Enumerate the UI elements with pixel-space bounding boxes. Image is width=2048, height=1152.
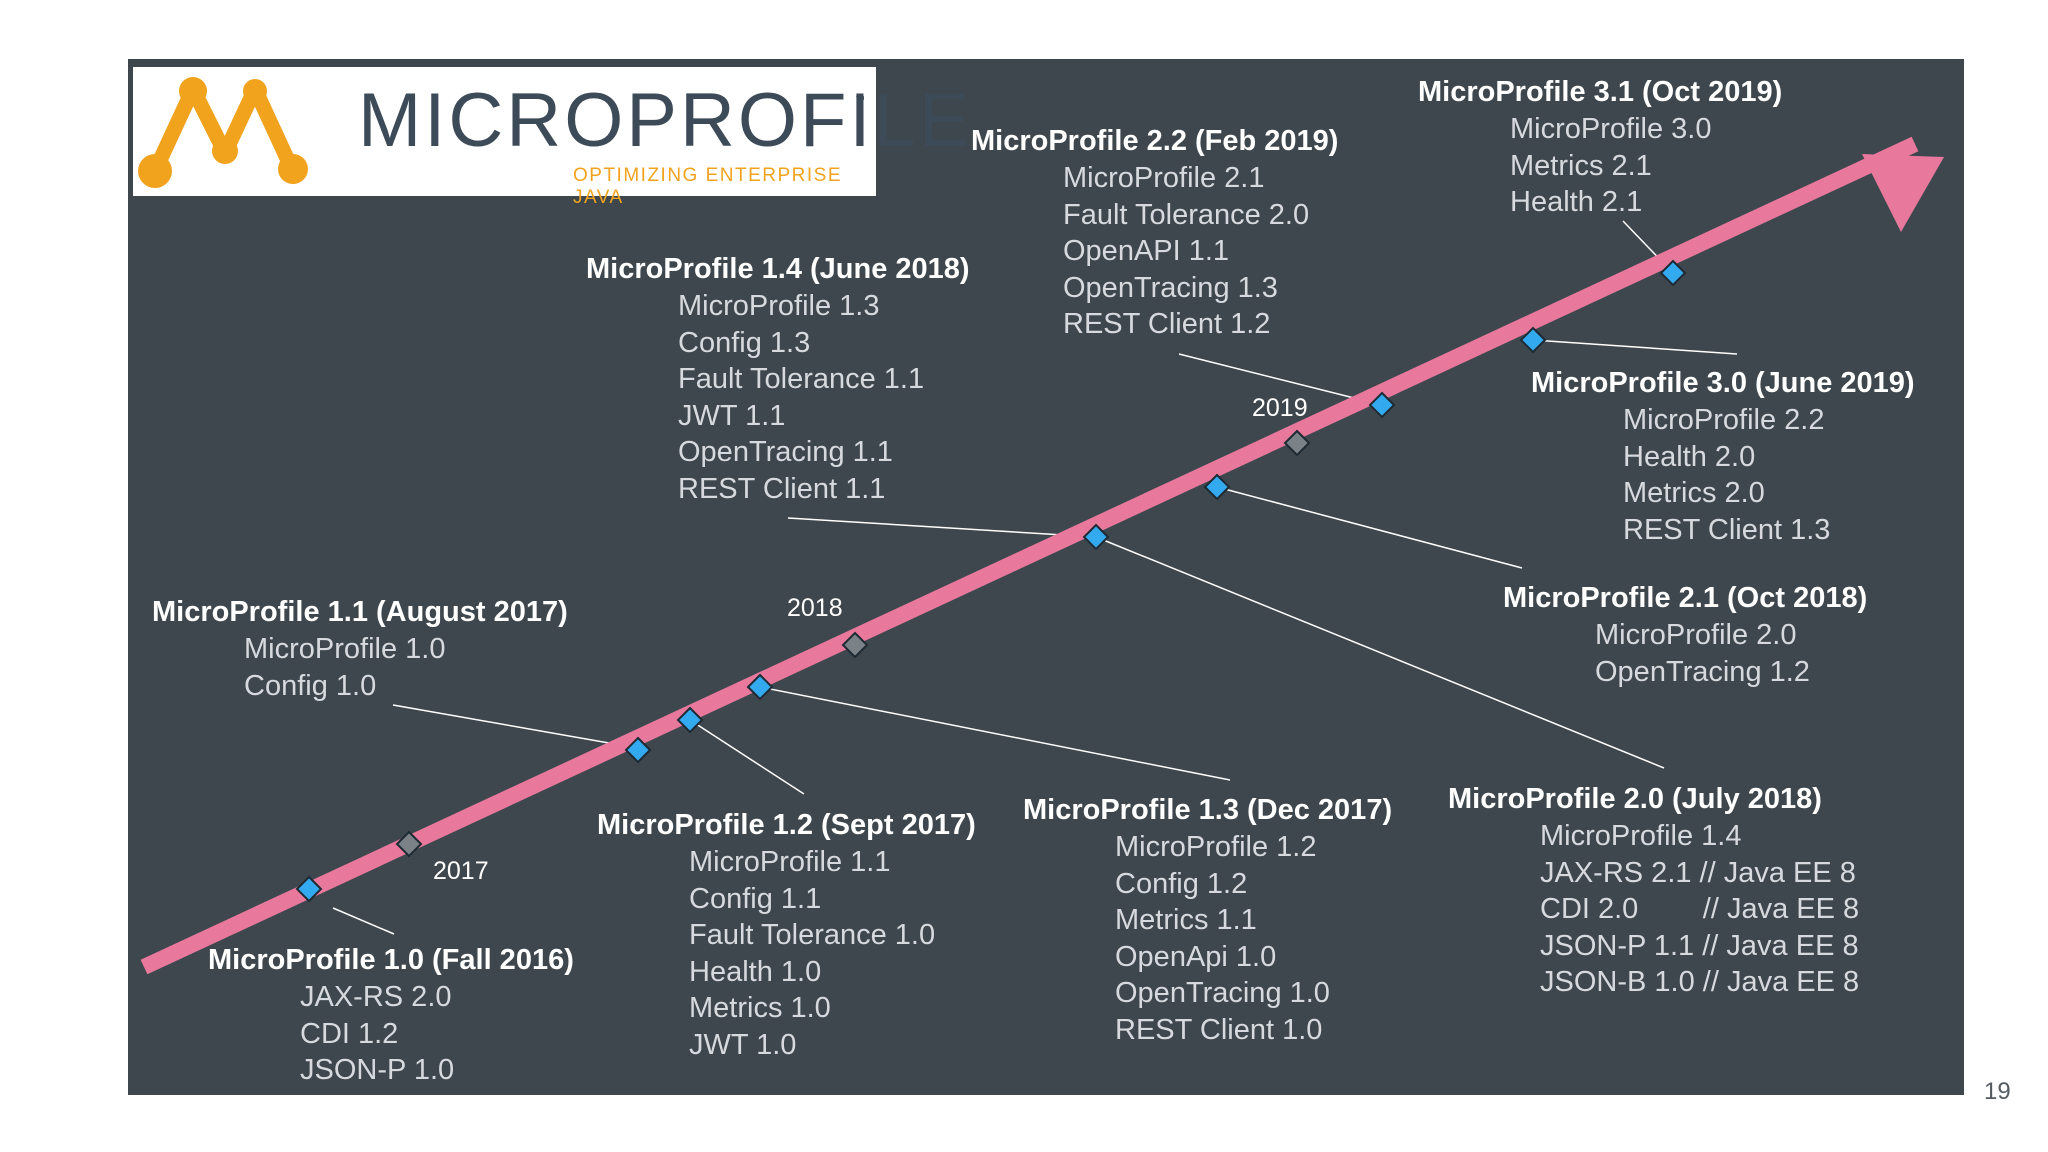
release-item: Config 1.0 [244, 668, 568, 705]
release-title: MicroProfile 1.3 (Dec 2017) [1023, 792, 1392, 829]
release-block: MicroProfile 1.1 (August 2017) MicroProfi… [152, 594, 568, 704]
release-title: MicroProfile 3.0 (June 2019) [1531, 365, 1915, 402]
release-item: Health 2.0 [1623, 439, 1915, 476]
release-items: MicroProfile 2.0 OpenTracing 1.2 [1503, 617, 1867, 690]
release-item: MicroProfile 2.0 [1595, 617, 1867, 654]
release-item: Config 1.2 [1115, 866, 1392, 903]
leader-line [1217, 487, 1522, 568]
year-label: 2019 [1252, 394, 1308, 423]
release-item: JSON-B 1.0 // Java EE 8 [1540, 964, 1859, 1001]
release-block: MicroProfile 1.4 (June 2018) MicroProfile… [586, 251, 970, 507]
release-item: CDI 2.0 // Java EE 8 [1540, 891, 1859, 928]
release-item: JWT 1.0 [689, 1027, 976, 1064]
release-item: REST Client 1.2 [1063, 306, 1338, 343]
release-item: Config 1.1 [689, 881, 976, 918]
leader-line [760, 687, 1230, 780]
release-title: MicroProfile 1.1 (August 2017) [152, 594, 568, 631]
release-title: MicroProfile 2.2 (Feb 2019) [971, 123, 1338, 160]
release-item: MicroProfile 1.2 [1115, 829, 1392, 866]
release-items: MicroProfile 2.1 Fault Tolerance 2.0 OpenA… [971, 160, 1338, 343]
release-item: OpenTracing 1.1 [678, 434, 970, 471]
release-items: MicroProfile 1.0 Config 1.0 [152, 631, 568, 704]
release-item: MicroProfile 2.1 [1063, 160, 1338, 197]
release-title: MicroProfile 2.1 (Oct 2018) [1503, 580, 1867, 617]
release-item: OpenTracing 1.3 [1063, 270, 1338, 307]
release-item: JSON-P 1.0 [300, 1052, 574, 1089]
release-item: JAX-RS 2.0 [300, 979, 574, 1016]
release-item: OpenTracing 1.0 [1115, 975, 1392, 1012]
release-item: Metrics 1.0 [689, 990, 976, 1027]
release-item: JSON-P 1.1 // Java EE 8 [1540, 928, 1859, 965]
release-item: MicroProfile 1.4 [1540, 818, 1859, 855]
release-items: JAX-RS 2.0 CDI 1.2 JSON-P 1.0 [208, 979, 574, 1089]
release-item: Health 2.1 [1510, 184, 1782, 221]
release-item: Health 1.0 [689, 954, 976, 991]
release-items: MicroProfile 3.0 Metrics 2.1 Health 2.1 [1418, 111, 1782, 221]
release-item: MicroProfile 3.0 [1510, 111, 1782, 148]
release-title: MicroProfile 3.1 (Oct 2019) [1418, 74, 1782, 111]
leader-line [1533, 340, 1737, 354]
release-item: Metrics 2.1 [1510, 148, 1782, 185]
release-block: MicroProfile 1.0 (Fall 2016) JAX-RS 2.0 CD… [208, 942, 574, 1089]
release-item: Metrics 2.0 [1623, 475, 1915, 512]
release-item: MicroProfile 1.0 [244, 631, 568, 668]
release-title: MicroProfile 1.2 (Sept 2017) [597, 807, 976, 844]
release-item: Metrics 1.1 [1115, 902, 1392, 939]
leader-line [333, 908, 394, 934]
leader-line [788, 518, 1096, 537]
release-block: MicroProfile 1.2 (Sept 2017) MicroProfile… [597, 807, 976, 1063]
release-item: MicroProfile 1.3 [678, 288, 970, 325]
release-item: Fault Tolerance 2.0 [1063, 197, 1338, 234]
year-label: 2017 [433, 857, 489, 886]
release-block: MicroProfile 2.1 (Oct 2018) MicroProfile … [1503, 580, 1867, 690]
release-title: MicroProfile 1.0 (Fall 2016) [208, 942, 574, 979]
page-number: 19 [1984, 1078, 2011, 1106]
slide: MICROPROFILE ™ OPTIMIZING ENTERPRISE JAV… [128, 59, 1964, 1095]
release-item: MicroProfile 2.2 [1623, 402, 1915, 439]
release-block: MicroProfile 1.3 (Dec 2017) MicroProfile … [1023, 792, 1392, 1048]
release-title: MicroProfile 2.0 (July 2018) [1448, 781, 1859, 818]
release-title: MicroProfile 1.4 (June 2018) [586, 251, 970, 288]
release-items: MicroProfile 1.4 JAX-RS 2.1 // Java EE 8 C… [1448, 818, 1859, 1001]
release-item: JAX-RS 2.1 // Java EE 8 [1540, 855, 1859, 892]
release-block: MicroProfile 3.1 (Oct 2019) MicroProfile … [1418, 74, 1782, 221]
release-block: MicroProfile 2.0 (July 2018) MicroProfile… [1448, 781, 1859, 1001]
release-item: CDI 1.2 [300, 1016, 574, 1053]
leader-line [393, 705, 626, 746]
timeline-arrowhead [1862, 154, 1944, 232]
release-item: REST Client 1.3 [1623, 512, 1915, 549]
release-item: Fault Tolerance 1.1 [678, 361, 970, 398]
release-item: MicroProfile 1.1 [689, 844, 976, 881]
release-block: MicroProfile 2.2 (Feb 2019) MicroProfile … [971, 123, 1338, 343]
release-items: MicroProfile 1.2 Config 1.2 Metrics 1.1 Ope… [1023, 829, 1392, 1048]
release-item: REST Client 1.0 [1115, 1012, 1392, 1049]
release-items: MicroProfile 1.1 Config 1.1 Fault Toleranc… [597, 844, 976, 1063]
leader-line [690, 720, 804, 794]
release-items: MicroProfile 2.2 Health 2.0 Metrics 2.0 RES… [1531, 402, 1915, 548]
release-item: Config 1.3 [678, 325, 970, 362]
release-item: OpenApi 1.0 [1115, 939, 1392, 976]
year-label: 2018 [787, 594, 843, 623]
release-items: MicroProfile 1.3 Config 1.3 Fault Toleranc… [586, 288, 970, 507]
release-item: Fault Tolerance 1.0 [689, 917, 976, 954]
release-item: REST Client 1.1 [678, 471, 970, 508]
release-item: OpenAPI 1.1 [1063, 233, 1338, 270]
release-block: MicroProfile 3.0 (June 2019) MicroProfile… [1531, 365, 1915, 548]
release-item: JWT 1.1 [678, 398, 970, 435]
release-item: OpenTracing 1.2 [1595, 654, 1867, 691]
